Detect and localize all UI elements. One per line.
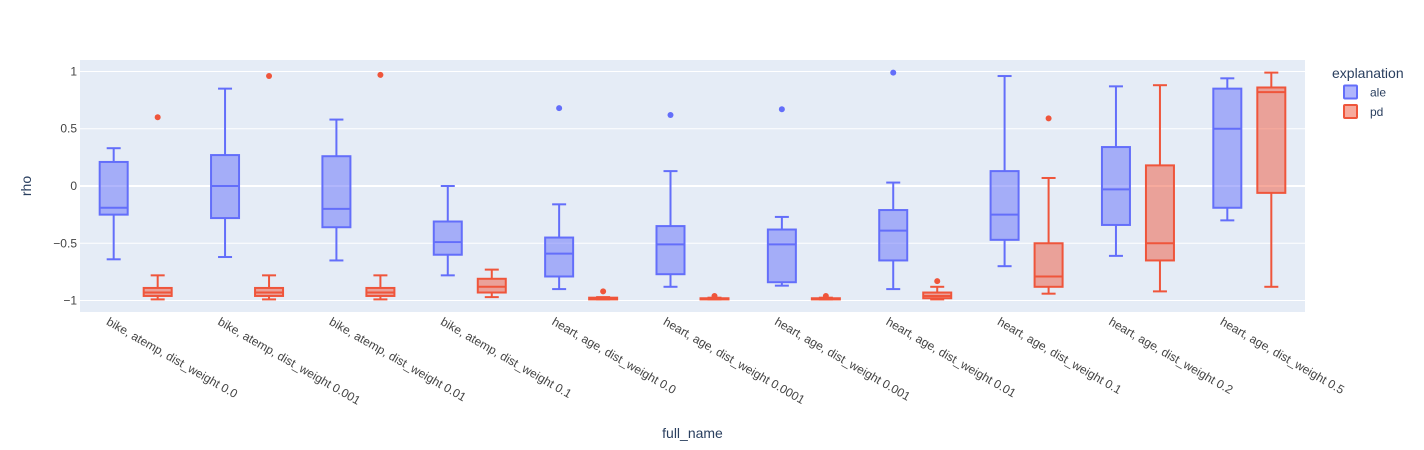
outlier-point (890, 69, 897, 76)
x-tick-label: heart, age, dist_weight 0.2 (1106, 314, 1235, 397)
box-body (1033, 242, 1064, 288)
legend-item-pd[interactable]: pd (1343, 104, 1383, 119)
y-tick-label: 1 (70, 64, 77, 78)
box-body (1212, 87, 1243, 209)
box-ale[interactable] (210, 87, 241, 259)
outlier-point (154, 114, 161, 121)
box-ale[interactable] (766, 106, 797, 287)
box-pd[interactable] (365, 71, 396, 301)
box-body (98, 160, 129, 216)
legend-item-ale[interactable]: ale (1343, 84, 1386, 100)
legend-swatch-ale (1343, 84, 1358, 100)
outlier-point (711, 292, 718, 299)
outlier-point (600, 288, 607, 295)
box-body (766, 228, 797, 284)
x-tick-label: heart, age, dist_weight 0.1 (995, 314, 1124, 397)
box-pd[interactable] (142, 114, 173, 301)
box-ale[interactable] (1100, 85, 1131, 257)
x-tick-label: heart, age, dist_weight 0.5 (1218, 314, 1347, 397)
box-body (655, 225, 686, 276)
box-ale[interactable] (432, 185, 463, 277)
box-body (1100, 146, 1131, 226)
box-pd[interactable] (810, 292, 841, 301)
legend-label-ale: ale (1370, 86, 1386, 100)
box-pd[interactable] (254, 73, 285, 301)
box-ale[interactable] (321, 118, 352, 262)
box-body (432, 220, 463, 256)
x-axis-title: full_name (662, 425, 723, 441)
outlier-point (377, 71, 384, 78)
box-body (1256, 86, 1287, 194)
legend-title: explanation (1332, 65, 1404, 81)
box-ale[interactable] (655, 111, 686, 288)
box-body (544, 236, 575, 278)
box-body (989, 170, 1020, 241)
box-pd[interactable] (1144, 84, 1175, 293)
box-body (321, 155, 352, 229)
y-tick-label: −0.5 (53, 236, 77, 250)
box-ale[interactable] (1212, 77, 1243, 222)
outlier-point (667, 111, 674, 118)
y-tick-label: 0 (70, 179, 77, 193)
boxes (98, 69, 1287, 301)
x-tick-label: heart, age, dist_weight 0.0 (550, 314, 679, 397)
outlier-point (266, 73, 273, 80)
outlier-point (822, 292, 829, 299)
outlier-point (556, 105, 563, 112)
box-ale[interactable] (98, 147, 129, 261)
box-pd[interactable] (1256, 71, 1287, 288)
box-ale[interactable] (878, 69, 909, 291)
outlier-point (778, 106, 785, 113)
box-body (878, 209, 909, 262)
box-ale[interactable] (989, 75, 1020, 268)
outlier-point (1045, 115, 1052, 122)
gridlines (80, 70, 1305, 302)
box-body (476, 277, 507, 294)
box-pd[interactable] (588, 288, 619, 301)
legend-label-pd: pd (1370, 105, 1383, 119)
y-axis-title: rho (18, 176, 34, 196)
box-pd[interactable] (699, 292, 730, 301)
y-axis-ticks: 1 0.5 0 −0.5 −1 (53, 64, 77, 307)
box-pd[interactable] (1033, 115, 1064, 295)
legend-swatch-pd (1343, 104, 1358, 119)
box-pd[interactable] (476, 268, 507, 299)
box-pd[interactable] (922, 278, 953, 301)
outlier-point (934, 278, 941, 285)
y-tick-label: 0.5 (60, 122, 77, 136)
box-body (1144, 164, 1175, 262)
y-tick-label: −1 (63, 294, 77, 308)
box-ale[interactable] (544, 105, 575, 291)
legend: explanation ale pd (1332, 65, 1404, 119)
